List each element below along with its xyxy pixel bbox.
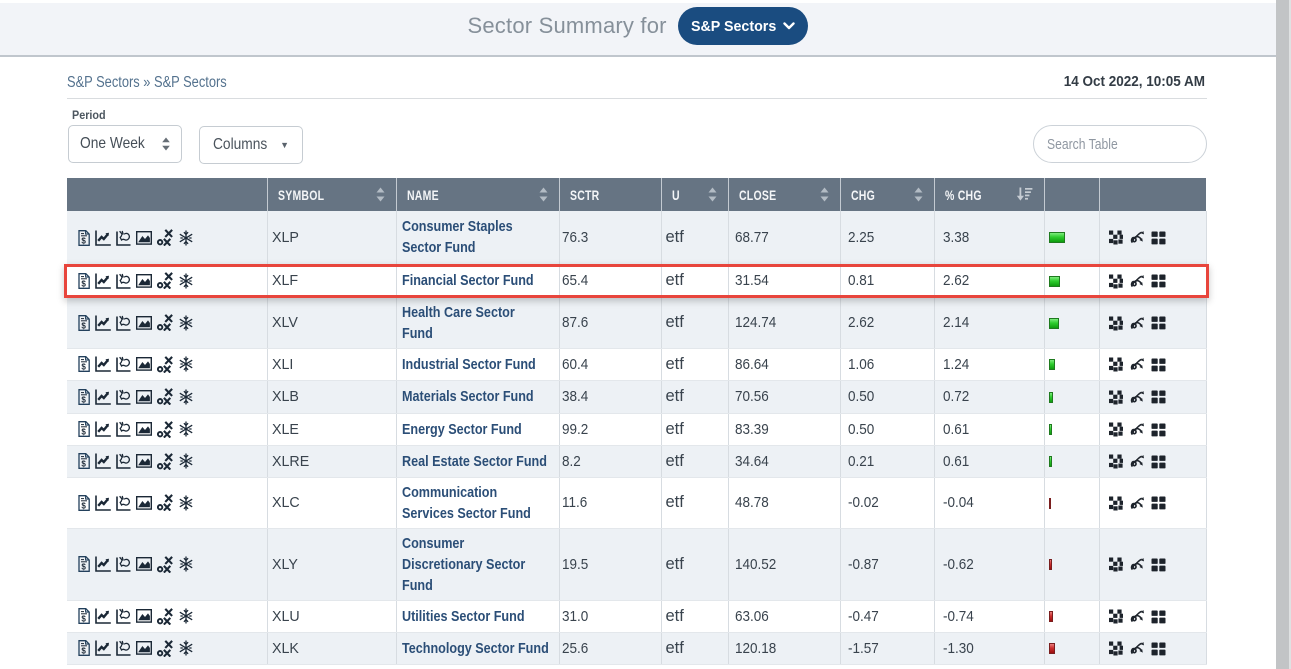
- svg-text:$: $: [81, 428, 86, 437]
- svg-text:$: $: [81, 647, 86, 656]
- svg-text:$: $: [81, 395, 86, 404]
- svg-text:$: $: [81, 321, 86, 330]
- svg-text:$: $: [81, 501, 86, 510]
- svg-text:$: $: [81, 460, 86, 469]
- svg-text:$: $: [81, 236, 86, 245]
- svg-text:$: $: [81, 563, 86, 572]
- svg-text:$: $: [81, 615, 86, 624]
- svg-text:$: $: [81, 279, 86, 288]
- svg-text:$: $: [81, 363, 86, 372]
